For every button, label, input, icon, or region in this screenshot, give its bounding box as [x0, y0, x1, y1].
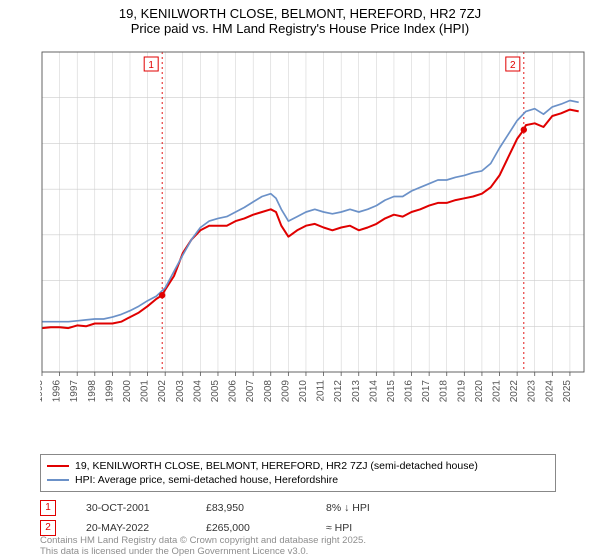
legend-row-series2: HPI: Average price, semi-detached house,…	[47, 473, 549, 487]
svg-text:2022: 2022	[509, 380, 520, 403]
legend: 19, KENILWORTH CLOSE, BELMONT, HEREFORD,…	[40, 454, 556, 492]
marker-box-1: 1	[40, 500, 56, 516]
svg-text:1998: 1998	[87, 380, 98, 403]
title-line-2: Price paid vs. HM Land Registry's House …	[0, 21, 600, 36]
transaction-date-2: 20-MAY-2022	[86, 522, 176, 534]
svg-text:2011: 2011	[316, 380, 327, 402]
legend-swatch-series1	[47, 465, 69, 467]
svg-text:2013: 2013	[351, 380, 362, 403]
svg-text:2003: 2003	[175, 380, 186, 403]
transaction-table: 1 30-OCT-2001 £83,950 8% ↓ HPI 2 20-MAY-…	[40, 498, 416, 538]
svg-text:1: 1	[148, 60, 154, 71]
transaction-price-2: £265,000	[206, 522, 296, 534]
legend-label-series2: HPI: Average price, semi-detached house,…	[75, 474, 338, 486]
svg-text:2005: 2005	[210, 380, 221, 403]
line-chart: £0£50K£100K£150K£200K£250K£300K£350K 199…	[40, 48, 590, 408]
svg-text:2025: 2025	[562, 380, 573, 403]
title-line-1: 19, KENILWORTH CLOSE, BELMONT, HEREFORD,…	[0, 6, 600, 21]
svg-text:2004: 2004	[192, 380, 203, 403]
svg-text:2020: 2020	[474, 380, 485, 403]
svg-text:2018: 2018	[439, 380, 450, 403]
chart-titles: 19, KENILWORTH CLOSE, BELMONT, HEREFORD,…	[0, 0, 600, 36]
credits: Contains HM Land Registry data © Crown c…	[40, 536, 366, 558]
svg-text:2012: 2012	[333, 380, 344, 403]
marker-box-2: 2	[40, 520, 56, 536]
svg-text:1997: 1997	[69, 380, 80, 403]
transaction-date-1: 30-OCT-2001	[86, 502, 176, 514]
svg-text:2006: 2006	[228, 380, 239, 403]
svg-text:1995: 1995	[40, 380, 45, 403]
legend-label-series1: 19, KENILWORTH CLOSE, BELMONT, HEREFORD,…	[75, 460, 478, 472]
legend-swatch-series2	[47, 479, 69, 481]
svg-text:2014: 2014	[368, 380, 379, 403]
transaction-delta-1: 8% ↓ HPI	[326, 502, 416, 514]
svg-text:2002: 2002	[157, 380, 168, 403]
svg-text:2: 2	[510, 60, 516, 71]
svg-text:2009: 2009	[280, 380, 291, 403]
transaction-delta-2: ≈ HPI	[326, 522, 416, 534]
svg-text:2001: 2001	[140, 380, 151, 403]
svg-text:1996: 1996	[52, 380, 63, 403]
svg-text:2000: 2000	[122, 380, 133, 403]
svg-text:2010: 2010	[298, 380, 309, 403]
transaction-row-1: 1 30-OCT-2001 £83,950 8% ↓ HPI	[40, 498, 416, 518]
credits-line-2: This data is licensed under the Open Gov…	[40, 547, 366, 558]
transaction-price-1: £83,950	[206, 502, 296, 514]
svg-text:2008: 2008	[263, 380, 274, 403]
svg-text:2023: 2023	[527, 380, 538, 403]
svg-text:2021: 2021	[492, 380, 503, 403]
svg-text:2015: 2015	[386, 380, 397, 403]
svg-text:2019: 2019	[456, 380, 467, 403]
svg-text:2016: 2016	[404, 380, 415, 403]
svg-text:2007: 2007	[245, 380, 256, 403]
svg-text:1999: 1999	[104, 380, 115, 403]
svg-text:2017: 2017	[421, 380, 432, 403]
legend-row-series1: 19, KENILWORTH CLOSE, BELMONT, HEREFORD,…	[47, 459, 549, 473]
svg-text:2024: 2024	[544, 380, 555, 403]
